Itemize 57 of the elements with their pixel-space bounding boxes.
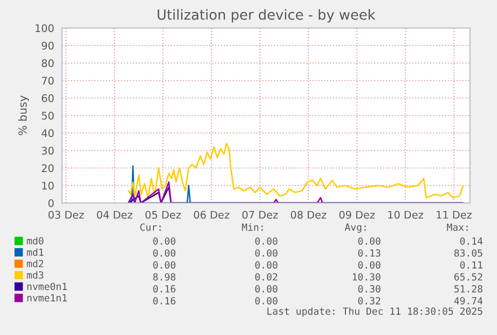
text: 0.00 [153, 261, 176, 269]
x-tick-label: 10 Dez [388, 210, 424, 219]
text: 8.98 [153, 273, 176, 281]
legend-label: md3 [26, 271, 44, 279]
text: 0.00 [255, 285, 278, 293]
text: 65.52 [454, 273, 482, 281]
x-tick-label: 03 Dez [48, 210, 84, 219]
text: 0.32 [358, 297, 380, 304]
text: 0.14 [460, 237, 483, 245]
y-tick-label: 0 [48, 199, 54, 208]
text: 0.00 [153, 249, 176, 257]
text: 0.00 [255, 237, 278, 245]
text: 0.00 [255, 249, 278, 257]
legend-label: md1 [26, 248, 44, 256]
text: 0.16 [153, 285, 176, 293]
text: 83.05 [454, 249, 482, 257]
x-tick-label: 04 Dez [96, 210, 132, 219]
text: 0.00 [153, 237, 176, 245]
text: 0.13 [358, 249, 380, 257]
y-tick-label: 60 [42, 94, 54, 102]
text: 51.28 [454, 285, 482, 293]
x-tick-label: 06 Dez [194, 210, 230, 219]
x-tick-label: 05 Dez [145, 210, 181, 219]
y-tick-label: 80 [42, 59, 54, 68]
y-tick-label: 90 [42, 42, 54, 50]
x-tick-label: 08 Dez [290, 210, 326, 219]
y-tick-label: 10 [42, 182, 54, 190]
text: 0.00 [358, 237, 380, 245]
x-tick-label: 07 Dez [242, 210, 278, 219]
text: 0.00 [255, 261, 278, 269]
text: 0.11 [460, 261, 482, 269]
legend-label: md0 [26, 236, 44, 244]
chart-title: Utilization per device - by week [158, 9, 376, 23]
text: 0.16 [153, 297, 176, 304]
x-tick-label: 11 Dez [436, 210, 472, 219]
text: 49.74 [454, 297, 483, 304]
y-tick-label: 100 [36, 24, 54, 32]
text: Min: [242, 223, 263, 231]
x-tick-label: 09 Dez [339, 210, 375, 219]
text: Last update: Thu Dec 11 18:30:05 2025 [267, 307, 482, 317]
text: Max: [446, 224, 468, 231]
y-tick-label: 50 [42, 112, 54, 120]
legend-label: nvme1n1 [27, 294, 67, 302]
legend-label: nvme0n1 [27, 282, 67, 290]
legend-label: md2 [26, 260, 44, 268]
text: Avg: [344, 224, 366, 233]
y-tick-label: 30 [42, 146, 54, 155]
y-tick-label: 20 [42, 164, 54, 172]
y-tick-label: 70 [42, 76, 54, 85]
text: Cur: [140, 223, 161, 231]
y-tick-label: 40 [42, 129, 54, 138]
text: 0.02 [255, 273, 278, 281]
text: 0.30 [358, 285, 380, 293]
y-axis-title: % busy [18, 96, 29, 136]
text: 0.00 [255, 297, 278, 304]
text: 10.30 [352, 273, 380, 281]
text: 0.00 [358, 261, 380, 269]
